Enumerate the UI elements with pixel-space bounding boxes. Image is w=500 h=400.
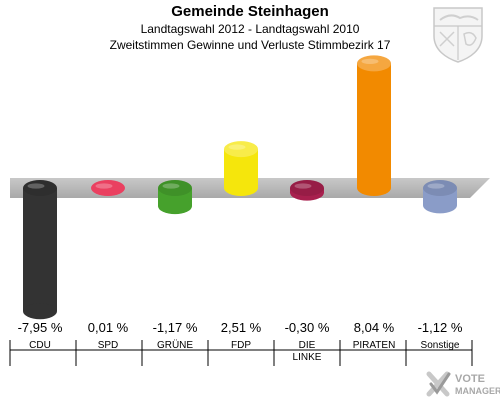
bar-die-linke bbox=[290, 180, 324, 201]
value-label: -0,30 % bbox=[285, 320, 330, 335]
chart-title: Gemeinde Steinhagen bbox=[171, 3, 329, 20]
nrw-crest-icon bbox=[433, 7, 483, 63]
chart-description: Zweitstimmen Gewinne und Verluste Stimmb… bbox=[109, 38, 391, 52]
checkmark-cross-icon bbox=[426, 371, 451, 397]
bar-sonstige bbox=[423, 180, 457, 214]
x-tick-label: FDP bbox=[231, 340, 251, 351]
value-label: 0,01 % bbox=[88, 320, 129, 335]
value-label: -7,95 % bbox=[18, 320, 63, 335]
value-label: -1,17 % bbox=[153, 320, 198, 335]
vote-manager-logo: VOTE MANAGER bbox=[426, 371, 500, 397]
watermark-line2: MANAGER bbox=[455, 386, 500, 396]
bar-cdu bbox=[23, 180, 57, 320]
bar-piraten bbox=[357, 55, 391, 196]
x-tick-label: CDU bbox=[29, 340, 51, 351]
x-tick-label: PIRATEN bbox=[353, 340, 396, 351]
bar-spd bbox=[91, 180, 125, 196]
value-label: 8,04 % bbox=[354, 320, 395, 335]
value-label: 2,51 % bbox=[221, 320, 262, 335]
chart-subtitle: Landtagswahl 2012 - Landtagswahl 2010 bbox=[140, 22, 360, 36]
watermark-line1: VOTE bbox=[455, 373, 485, 385]
bar-fdp bbox=[224, 141, 258, 196]
x-tick-label: SPD bbox=[98, 340, 119, 351]
value-label: -1,12 % bbox=[418, 320, 463, 335]
x-tick-label: Sonstige bbox=[421, 340, 460, 351]
x-tick-label: DIE LINKE bbox=[293, 340, 322, 363]
x-tick-label: GRÜNE bbox=[157, 339, 193, 351]
bar-grüne bbox=[158, 180, 192, 215]
